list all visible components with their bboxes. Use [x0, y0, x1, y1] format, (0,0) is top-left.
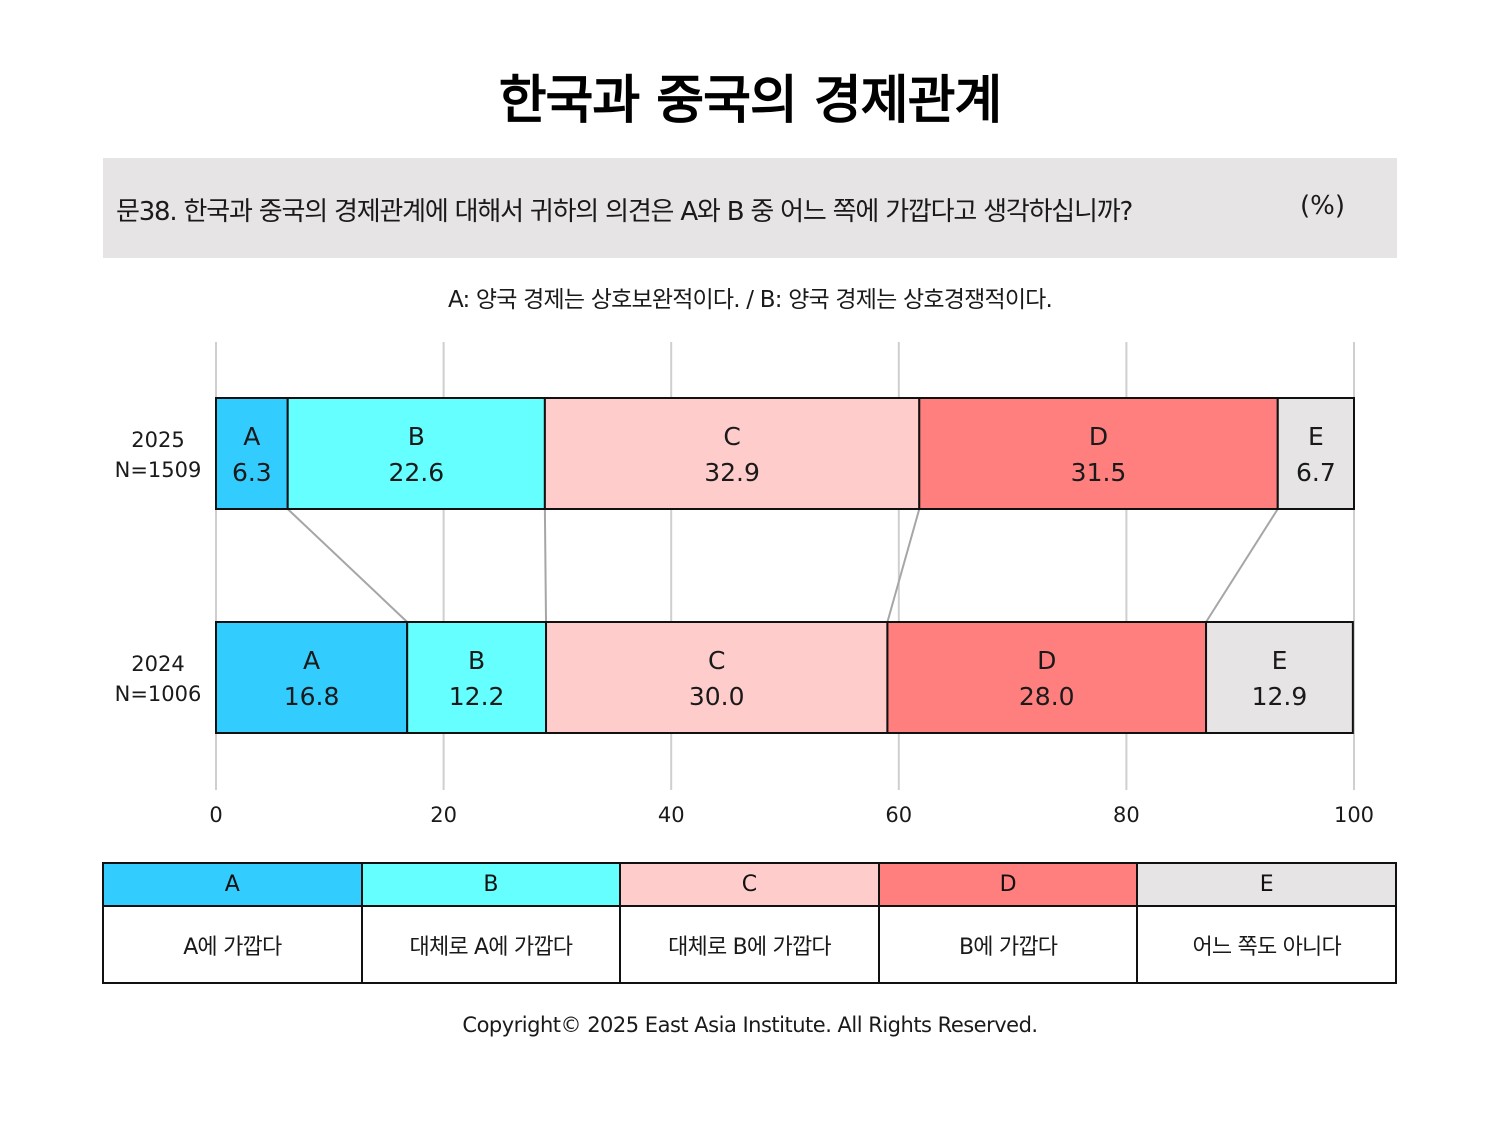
chart-subtitle: A: 양국 경제는 상호보완적이다. / B: 양국 경제는 상호경쟁적이다. — [447, 287, 1053, 313]
x-tick-label: 20 — [430, 803, 457, 827]
legend-col-d: D B에 가깝다 — [879, 864, 1139, 982]
data-label: 12.9 — [1252, 682, 1308, 711]
data-label: 28.0 — [1019, 682, 1075, 711]
segment-letter-label: D — [1037, 646, 1056, 675]
connector-line — [1205, 508, 1279, 623]
bar-segment-b — [286, 397, 546, 510]
bar-segment-c — [545, 621, 889, 734]
x-tick-label: 60 — [885, 803, 912, 827]
x-tick-label: 0 — [209, 803, 222, 827]
x-tick-label: 100 — [1334, 803, 1374, 827]
legend-desc-c: 대체로 B에 가깝다 — [668, 934, 832, 960]
legend-table: A A에 가깝다 B 대체로 A에 가깝다 C 대체로 B에 가깝다 D B에 … — [102, 862, 1397, 984]
category-n-label: N=1006 — [115, 682, 202, 706]
legend-desc-b: 대체로 A에 가깝다 — [409, 934, 574, 960]
legend-key-a: A — [104, 864, 361, 907]
category-n-label: N=1509 — [115, 458, 202, 482]
legend-col-b: B 대체로 A에 가깝다 — [362, 864, 622, 982]
question-text: 문38. 한국과 중국의 경제관계에 대해서 귀하의 의견은 A와 B 중 어느… — [116, 197, 1133, 227]
segment-letter-label: C — [723, 422, 740, 451]
copyright-text: Copyright© 2025 East Asia Institute. All… — [462, 1013, 1038, 1037]
data-label: 31.5 — [1071, 458, 1127, 487]
legend-key-d: D — [879, 864, 1137, 907]
question-box: 문38. 한국과 중국의 경제관계에 대해서 귀하의 의견은 A와 B 중 어느… — [103, 158, 1397, 258]
legend-key-b: B — [362, 864, 620, 907]
data-label: 16.8 — [284, 682, 340, 711]
bar-segment-d — [886, 621, 1208, 734]
bar-segment-e — [1205, 621, 1354, 734]
data-label: 22.6 — [388, 458, 444, 487]
segment-letter-label: B — [408, 422, 425, 451]
legend-col-a: A A에 가깝다 — [104, 864, 363, 982]
page-title: 한국과 중국의 경제관계 — [498, 71, 1003, 131]
data-label: 6.7 — [1296, 458, 1336, 487]
segment-letter-label: D — [1089, 422, 1108, 451]
segment-letter-label: B — [468, 646, 485, 675]
data-label: 30.0 — [689, 682, 745, 711]
connector-line — [287, 508, 408, 623]
x-tick-label: 80 — [1113, 803, 1140, 827]
category-year-label: 2024 — [131, 652, 184, 676]
legend-desc-d: B에 가깝다 — [958, 934, 1058, 960]
bar-segment-d — [918, 397, 1279, 510]
bar-segment-a — [215, 621, 409, 734]
stacked-bar-chart: 0 20 40 60 80 100 A 6.3 B 22.6 C 32.9 D 31.5 E 6.7 2025 N… — [115, 342, 1374, 827]
connector-line — [543, 508, 548, 623]
x-tick-label: 40 — [658, 803, 685, 827]
data-label: 12.2 — [449, 682, 505, 711]
connector-line — [886, 508, 921, 623]
category-year-label: 2025 — [131, 428, 184, 452]
data-label: 32.9 — [704, 458, 760, 487]
legend-key-e: E — [1138, 864, 1395, 907]
segment-letter-label: E — [1272, 646, 1288, 675]
segment-letter-label: A — [243, 422, 260, 451]
legend-desc-e: 어느 쪽도 아니다 — [1192, 934, 1341, 960]
bar-segment-b — [406, 621, 548, 734]
bar-segment-a — [215, 397, 289, 510]
segment-letter-label: A — [303, 646, 320, 675]
segment-letter-label: E — [1308, 422, 1324, 451]
unit-label: (%) — [1300, 191, 1345, 221]
segment-letter-label: C — [708, 646, 725, 675]
bar-segment-e — [1276, 397, 1356, 510]
legend-desc-a: A에 가깝다 — [183, 934, 282, 960]
legend-key-c: C — [621, 864, 878, 907]
data-label: 6.3 — [232, 458, 272, 487]
bar-segment-c — [543, 397, 921, 510]
legend-col-c: C 대체로 B에 가깝다 — [621, 864, 880, 982]
legend-col-e: E 어느 쪽도 아니다 — [1138, 864, 1395, 982]
